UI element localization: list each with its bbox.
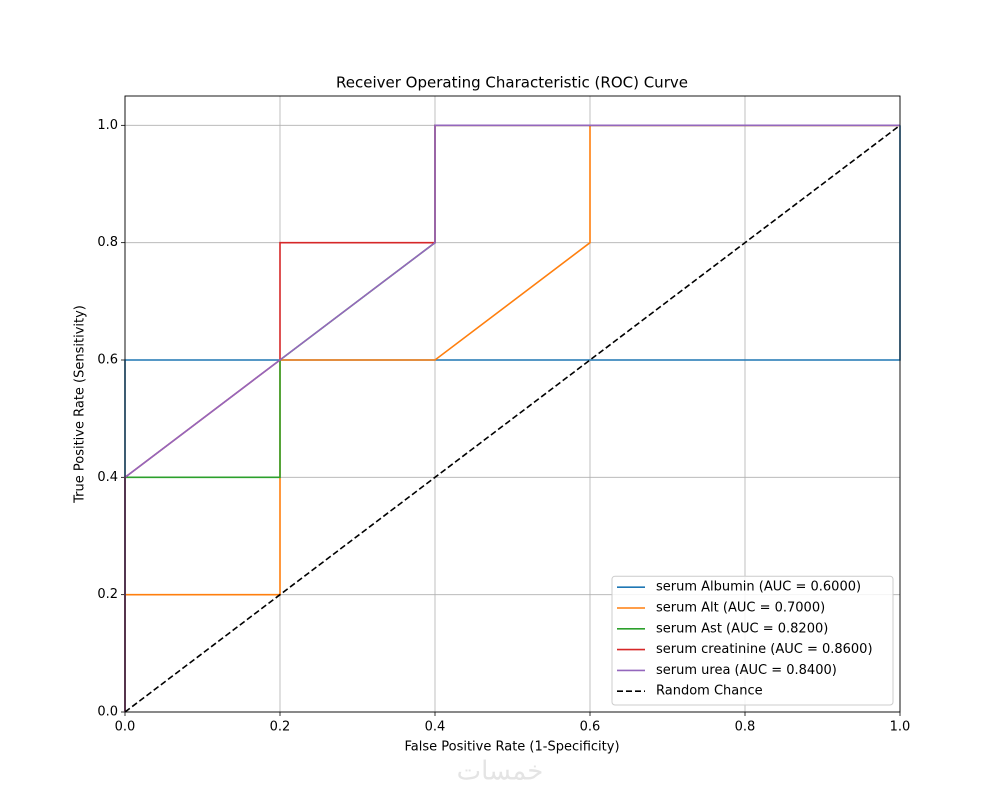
legend-label: serum Ast (AUC = 0.8200) bbox=[656, 621, 828, 636]
x-tick-label: 0.8 bbox=[735, 720, 756, 735]
legend-box bbox=[611, 575, 894, 706]
y-tick-label: 1.0 bbox=[97, 118, 118, 133]
axes-frame bbox=[124, 95, 901, 713]
legend-label: serum creatinine (AUC = 0.8600) bbox=[656, 642, 873, 657]
x-tick-label: 0.6 bbox=[580, 720, 601, 735]
x-axis-label: False Positive Rate (1-Specificity) bbox=[404, 740, 619, 755]
x-tick-label: 0.4 bbox=[425, 720, 446, 735]
x-tick-label: 0.2 bbox=[270, 720, 291, 735]
watermark: خمسات bbox=[457, 757, 544, 787]
x-tick-label: 1.0 bbox=[890, 720, 911, 735]
y-axis-label: True Positive Rate (Sensitivity) bbox=[73, 305, 88, 504]
y-tick-label: 0.4 bbox=[97, 470, 118, 485]
legend-label: serum Alt (AUC = 0.7000) bbox=[656, 601, 825, 616]
x-tick-label: 0.0 bbox=[115, 720, 136, 735]
series-line bbox=[124, 124, 901, 713]
legend-label: Random Chance bbox=[656, 684, 763, 699]
y-tick-label: 0.6 bbox=[97, 353, 118, 368]
y-tick-label: 0.8 bbox=[97, 235, 118, 250]
legend-label: serum urea (AUC = 0.8400) bbox=[656, 663, 837, 678]
series-line bbox=[124, 124, 900, 712]
chart-title: Receiver Operating Characteristic (ROC) … bbox=[336, 74, 688, 92]
legend-label: serum Albumin (AUC = 0.6000) bbox=[656, 580, 861, 595]
y-tick-label: 0.0 bbox=[97, 705, 118, 720]
y-tick-label: 0.2 bbox=[97, 587, 118, 602]
